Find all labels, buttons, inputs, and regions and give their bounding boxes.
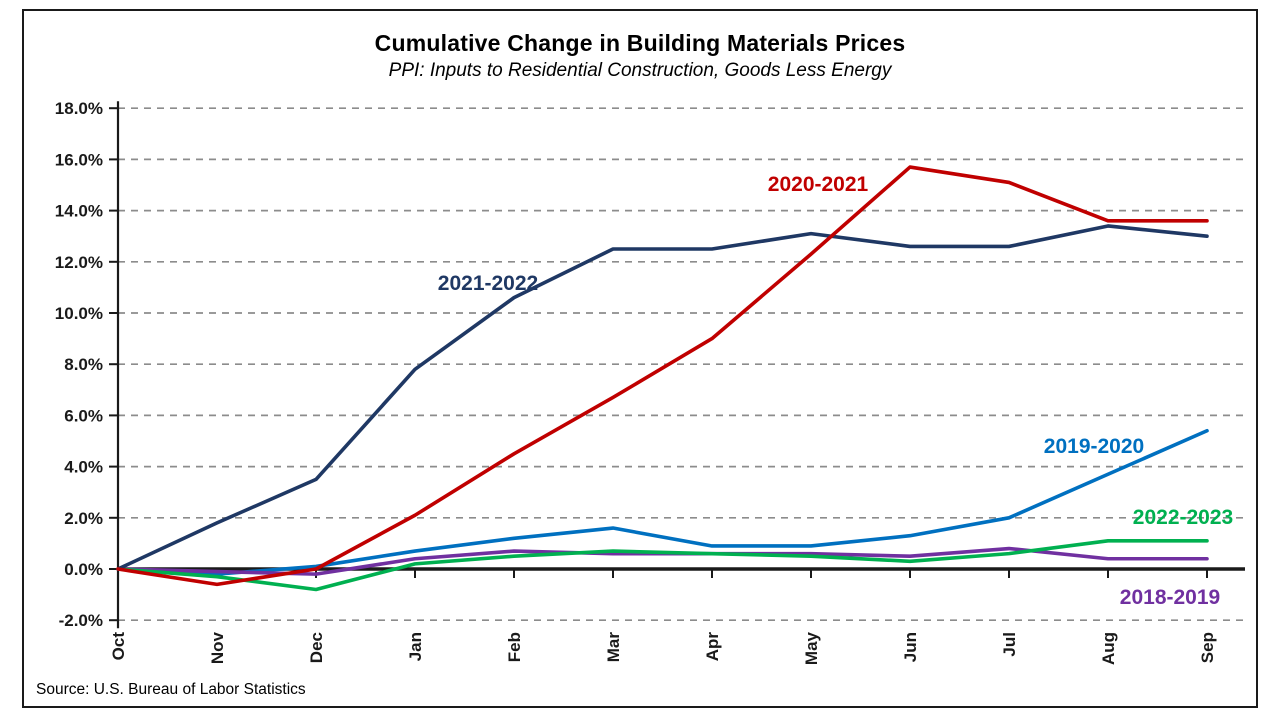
- x-tick-label-may: May: [802, 631, 821, 665]
- y-tick-label: 14.0%: [55, 202, 103, 221]
- series-label-2022-2023: 2022-2023: [1133, 506, 1233, 529]
- x-tick-label-sep: Sep: [1198, 632, 1217, 663]
- series-label-2020-2021: 2020-2021: [768, 173, 869, 196]
- series-label-2021-2022: 2021-2022: [438, 272, 538, 295]
- x-tick-label-oct: Oct: [109, 632, 128, 661]
- x-tick-label-jul: Jul: [1000, 632, 1019, 657]
- y-tick-label: -2.0%: [59, 611, 103, 630]
- y-tick-label: 4.0%: [64, 458, 103, 477]
- y-tick-label: 18.0%: [55, 99, 103, 118]
- series-line-2022-2023: [116, 539, 1209, 592]
- y-tick-label: 0.0%: [64, 560, 103, 579]
- x-tick-label-mar: Mar: [604, 632, 623, 663]
- source-note: Source: U.S. Bureau of Labor Statistics: [36, 681, 306, 698]
- x-tick-label-aug: Aug: [1099, 632, 1118, 665]
- y-tick-label: 12.0%: [55, 253, 103, 272]
- y-tick-label: 8.0%: [64, 355, 103, 374]
- chart-subtitle: PPI: Inputs to Residential Construction,…: [388, 60, 892, 81]
- series-line-2019-2020: [116, 428, 1209, 576]
- chart-title: Cumulative Change in Building Materials …: [374, 30, 906, 56]
- x-tick-label-jan: Jan: [406, 632, 425, 661]
- x-tick-label-nov: Nov: [208, 631, 227, 664]
- series-label-2018-2019: 2018-2019: [1120, 586, 1220, 609]
- x-tick-label-dec: Dec: [307, 632, 326, 663]
- series-line-2020-2021: [116, 165, 1209, 587]
- y-tick-label: 6.0%: [64, 406, 103, 425]
- y-tick-label: 2.0%: [64, 509, 103, 528]
- series-label-2019-2020: 2019-2020: [1044, 435, 1144, 458]
- x-tick-label-jun: Jun: [901, 632, 920, 662]
- y-tick-label: 16.0%: [55, 150, 103, 169]
- series-line-2021-2022: [116, 224, 1209, 571]
- x-tick-label-apr: Apr: [703, 632, 722, 662]
- y-tick-label: 10.0%: [55, 304, 103, 323]
- x-tick-label-feb: Feb: [505, 632, 524, 662]
